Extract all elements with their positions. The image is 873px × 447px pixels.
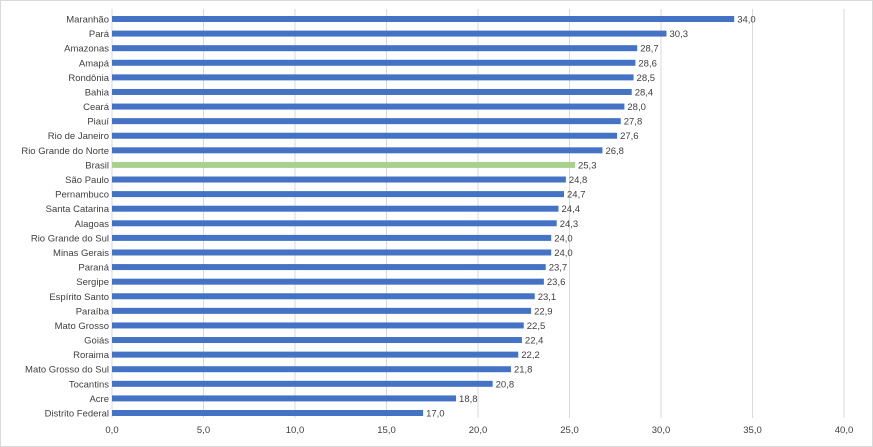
data-label: 23,7 [549, 263, 568, 274]
bar [112, 293, 535, 300]
labels: 0,0 5,0 10,0 15,0 20,0 25,0 30,0 35,0 40,0 Maranh… [21, 15, 853, 437]
data-label: 26,8 [605, 146, 624, 157]
category-label: Rondônia [68, 73, 109, 84]
data-label: 28,7 [640, 44, 659, 55]
data-label: 34,0 [737, 15, 756, 26]
x-tick-label: 20,0 [469, 425, 488, 436]
bar [112, 322, 524, 329]
category-label: Minas Gerais [53, 248, 109, 259]
bar [112, 103, 625, 110]
data-label: 27,8 [624, 117, 643, 128]
category-label: Mato Grosso do Sul [25, 365, 109, 376]
bar [112, 191, 565, 198]
data-label: 28,4 [635, 87, 654, 98]
category-label: Pará [89, 29, 110, 40]
bar [112, 395, 457, 402]
category-label: Roraima [73, 350, 110, 361]
bar [112, 366, 511, 373]
bar [112, 205, 559, 212]
bar [112, 30, 667, 37]
x-tick-label: 35,0 [743, 425, 762, 436]
category-label: Tocantins [69, 379, 109, 390]
data-label: 28,5 [637, 73, 656, 84]
bar [112, 278, 544, 285]
bar [112, 88, 632, 95]
category-label: Brasil [85, 160, 109, 171]
bar [112, 74, 634, 81]
category-label: Distrito Federal [45, 409, 109, 420]
bar [112, 59, 636, 66]
data-label: 24,7 [567, 190, 586, 201]
bar [112, 307, 532, 314]
bar [112, 118, 621, 125]
data-label: 17,0 [426, 409, 445, 420]
data-label: 25,3 [578, 160, 597, 171]
category-label: Goiás [84, 336, 109, 347]
bar [112, 234, 552, 241]
x-tick-label: 10,0 [286, 425, 305, 436]
data-label: 20,8 [496, 379, 515, 390]
bar [112, 337, 522, 344]
bar [112, 220, 557, 227]
x-tick-label: 0,0 [105, 425, 118, 436]
data-label: 30,3 [669, 29, 688, 40]
bar [112, 351, 519, 358]
data-label: 22,2 [521, 350, 540, 361]
category-label: Mato Grosso [55, 321, 109, 332]
category-label: Bahia [85, 87, 110, 98]
category-label: Maranhão [66, 15, 109, 26]
category-label: São Paulo [65, 175, 109, 186]
data-label: 22,5 [527, 321, 546, 332]
data-label: 22,4 [525, 336, 544, 347]
x-tick-label: 15,0 [377, 425, 396, 436]
category-label: Ceará [83, 102, 110, 113]
category-label: Espírito Santo [49, 292, 109, 303]
bar [112, 264, 546, 271]
bar [112, 410, 424, 416]
category-label: Amapá [79, 58, 110, 69]
category-label: Alagoas [75, 219, 110, 230]
category-label: Paraíba [76, 306, 110, 317]
category-label: Acre [89, 394, 109, 405]
bar [112, 147, 603, 154]
category-label: Piauí [87, 117, 109, 128]
data-label: 24,4 [562, 204, 581, 215]
data-label: 24,0 [554, 233, 573, 244]
data-label: 28,6 [638, 58, 657, 69]
bar [112, 16, 735, 22]
data-label: 24,3 [560, 219, 579, 230]
category-label: Paraná [78, 263, 109, 274]
data-label: 22,9 [534, 306, 553, 317]
bar [112, 249, 552, 256]
data-label: 23,6 [547, 277, 566, 288]
category-label: Santa Catarina [46, 204, 110, 215]
category-label: Rio Grande do Norte [21, 146, 109, 157]
bar [112, 45, 638, 52]
bar [112, 380, 493, 387]
bar [112, 161, 575, 168]
data-label: 24,8 [569, 175, 588, 186]
x-tick-label: 25,0 [560, 425, 579, 436]
bar [112, 176, 566, 183]
x-tick-label: 40,0 [835, 425, 854, 436]
data-label: 21,8 [514, 365, 533, 376]
data-label: 28,0 [627, 102, 646, 113]
category-label: Rio Grande do Sul [31, 233, 109, 244]
category-label: Amazonas [64, 44, 109, 55]
data-label: 23,1 [538, 292, 557, 303]
data-label: 24,0 [554, 248, 573, 259]
data-label: 27,6 [620, 131, 639, 142]
bar [112, 132, 618, 139]
x-tick-label: 30,0 [652, 425, 671, 436]
data-label: 18,8 [459, 394, 478, 405]
x-tick-label: 5,0 [197, 425, 210, 436]
bars [112, 16, 735, 416]
category-label: Pernambuco [55, 190, 109, 201]
category-label: Sergipe [76, 277, 109, 288]
category-label: Rio de Janeiro [48, 131, 109, 142]
